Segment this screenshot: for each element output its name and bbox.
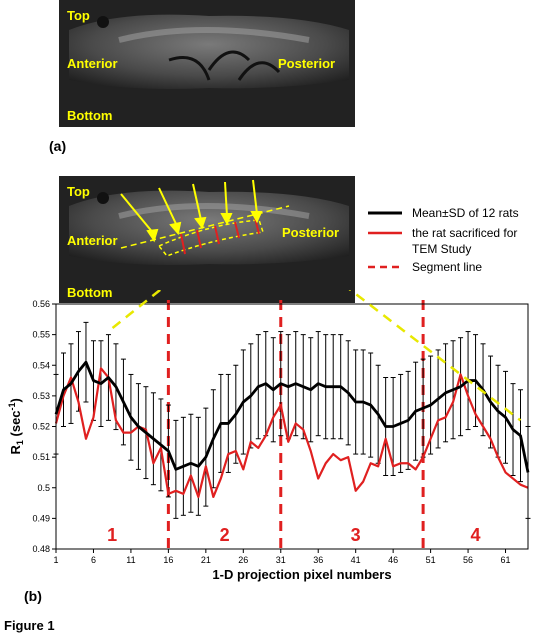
x-tick-label: 41 bbox=[351, 555, 361, 565]
x-tick-label: 56 bbox=[463, 555, 473, 565]
x-tick-label: 1 bbox=[53, 555, 58, 565]
label-anterior-b: Anterior bbox=[67, 233, 118, 248]
legend-mean-label: Mean±SD of 12 rats bbox=[412, 206, 519, 220]
legend-rat-label-2: TEM Study bbox=[412, 242, 472, 256]
y-axis-label: R1 (sec-1) bbox=[7, 398, 25, 454]
y-tick-label: 0.56 bbox=[32, 299, 50, 309]
y-tick-label: 0.5 bbox=[37, 483, 50, 493]
mri-image-a bbox=[59, 0, 355, 127]
r1-profile-chart: 0.480.490.50.510.520.530.540.550.561 6 11 1… bbox=[7, 290, 531, 582]
y-tick-label: 0.48 bbox=[32, 544, 50, 554]
x-tick-label: 31 bbox=[276, 555, 286, 565]
figure-caption: Figure 1 bbox=[4, 618, 55, 633]
mri-anatomy-a bbox=[59, 0, 355, 127]
legend-segment-label: Segment line bbox=[412, 260, 483, 274]
x-tick-label: 16 bbox=[163, 555, 173, 565]
x-axis-label: 1-D projection pixel numbers bbox=[212, 567, 391, 582]
label-top-b: Top bbox=[67, 184, 90, 199]
x-tick-label: 36 bbox=[313, 555, 323, 565]
segment-label: 3 bbox=[351, 525, 361, 545]
x-tick-label: 26 bbox=[238, 555, 248, 565]
plot-frame bbox=[55, 303, 529, 550]
series-line-rat bbox=[54, 367, 529, 499]
mri-image-b bbox=[59, 176, 355, 303]
panel-b-tag: (b) bbox=[24, 588, 42, 604]
x-tick-label: 6 bbox=[91, 555, 96, 565]
label-top-a: Top bbox=[67, 8, 90, 23]
projection-line-right bbox=[348, 290, 522, 422]
y-tick-label: 0.54 bbox=[32, 360, 50, 370]
x-tick-label: 11 bbox=[126, 555, 135, 565]
series-line-mean bbox=[54, 360, 530, 473]
x-tick-label: 21 bbox=[201, 555, 211, 565]
y-tick-label: 0.55 bbox=[32, 330, 50, 340]
x-tick-label: 51 bbox=[426, 555, 436, 565]
segment-label: 2 bbox=[220, 525, 230, 545]
y-tick-label: 0.51 bbox=[32, 452, 50, 462]
y-tick-label: 0.49 bbox=[32, 513, 50, 523]
legend-rat-label-1: the rat sacrificed for bbox=[412, 226, 518, 240]
arrow-markers bbox=[120, 179, 263, 243]
panel-a-tag: (a) bbox=[49, 138, 67, 154]
x-tick-label: 61 bbox=[501, 555, 511, 565]
segment-label: 1 bbox=[107, 525, 117, 545]
label-posterior-a: Posterior bbox=[278, 56, 336, 71]
projection-line-left bbox=[109, 290, 163, 331]
label-anterior-a: Anterior bbox=[67, 56, 118, 71]
segment-label: 4 bbox=[471, 525, 481, 545]
legend-swatches bbox=[368, 211, 402, 269]
label-bottom-b: Bottom bbox=[67, 285, 113, 300]
roi-segment-marks bbox=[180, 217, 260, 255]
y-tick-label: 0.52 bbox=[32, 422, 50, 432]
label-posterior-b: Posterior bbox=[282, 225, 340, 240]
mri-anatomy-b bbox=[59, 176, 355, 303]
label-bottom-a: Bottom bbox=[67, 108, 113, 123]
y-tick-label: 0.53 bbox=[32, 391, 50, 401]
x-tick-label: 46 bbox=[388, 555, 398, 565]
roi-outline bbox=[157, 219, 264, 257]
